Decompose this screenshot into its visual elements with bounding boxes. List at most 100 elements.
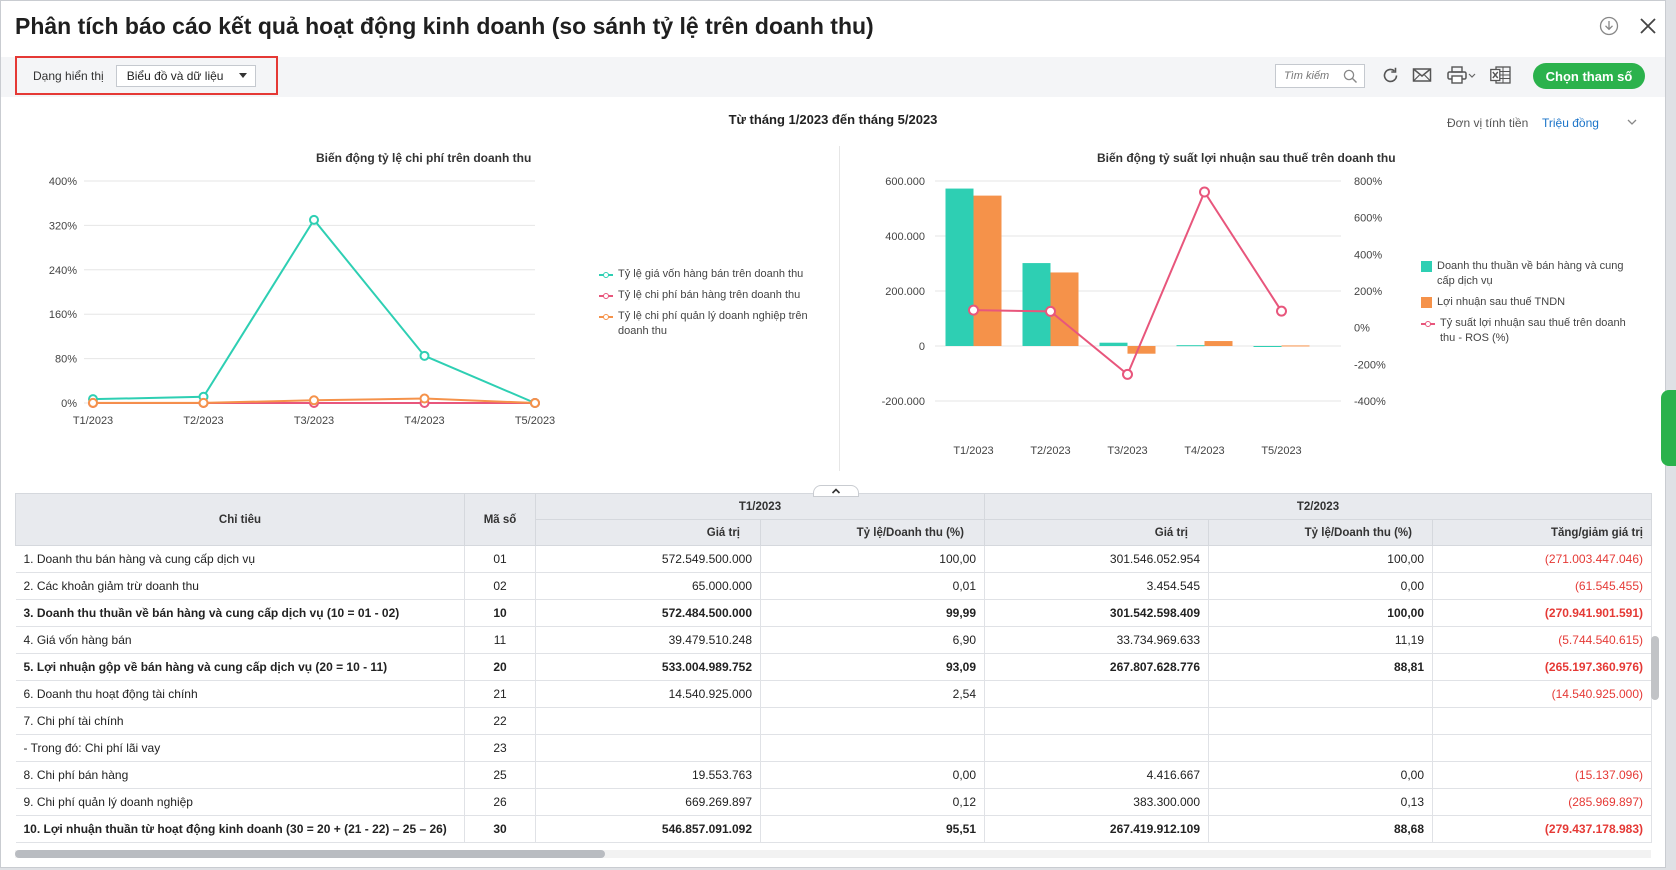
data-point[interactable] (1045, 305, 1056, 317)
chevron-down-icon[interactable] (1626, 118, 1638, 126)
column-header-value[interactable]: Giá trị (535, 519, 761, 546)
table-row[interactable]: 5. Lợi nhuận gộp về bán hàng và cung cấp… (15, 653, 1652, 681)
bar[interactable] (1281, 345, 1310, 347)
table-row[interactable]: 1. Doanh thu bán hàng và cung cấp dịch v… (15, 545, 1652, 573)
value-cell: 39.479.510.248 (535, 626, 761, 654)
legend-item[interactable]: Tỷ lệ giá vốn hàng bán trên doanh thu (599, 267, 815, 282)
x-tick-label: T3/2023 (294, 415, 334, 427)
table-row[interactable]: 10. Lợi nhuận thuần từ hoạt động kinh do… (15, 815, 1652, 843)
ratio-cell: 100,00 (1208, 545, 1433, 573)
collapse-chart-button[interactable] (813, 485, 859, 497)
code-cell: 10 (464, 599, 536, 627)
ratio-cell (760, 707, 985, 735)
legend-marker (1421, 319, 1435, 329)
excel-icon[interactable] (1489, 64, 1511, 86)
value-cell: 572.484.500.000 (535, 599, 761, 627)
table-row[interactable]: 3. Doanh thu thuần về bán hàng và cung c… (15, 599, 1652, 627)
legend-item[interactable]: Tỷ suất lợi nhuận sau thuế trên doanh th… (1421, 316, 1641, 346)
bar[interactable] (945, 188, 974, 346)
change-cell: (279.437.178.983) (1432, 815, 1652, 843)
value-cell: 546.857.091.092 (535, 815, 761, 843)
chevron-down-icon (238, 73, 247, 78)
y-tick-label: 200.000 (885, 286, 925, 298)
column-header-change[interactable]: Tăng/giảm giá trị (1432, 519, 1652, 546)
legend-item[interactable]: Tỷ lệ chi phí quản lý doanh nghiệp trên … (599, 309, 815, 339)
table-row[interactable]: 9. Chi phí quản lý doanh nghiệp 26 669.269… (15, 788, 1652, 816)
refresh-icon[interactable] (1379, 64, 1401, 86)
close-icon[interactable] (1637, 15, 1659, 37)
search-input[interactable]: Tìm kiếm (1275, 64, 1365, 88)
data-point[interactable] (530, 398, 540, 408)
y-tick-label: 600.000 (885, 176, 925, 188)
ratio-cell: 0,00 (760, 761, 985, 789)
ratio-cell (1208, 734, 1433, 762)
value-cell (984, 734, 1209, 762)
bar[interactable] (1204, 341, 1233, 346)
table-row[interactable]: - Trong đó: Chi phí lãi vay 23 (15, 734, 1652, 762)
column-header-value[interactable]: Giá trị (984, 519, 1209, 546)
value-cell: 533.004.989.752 (535, 653, 761, 681)
value-cell: 267.419.912.109 (984, 815, 1209, 843)
table-row[interactable]: 2. Các khoản giảm trừ doanh thu 02 65.000.… (15, 572, 1652, 600)
print-icon[interactable] (1446, 64, 1478, 86)
y2-tick-label: -400% (1354, 396, 1386, 408)
data-point[interactable] (419, 350, 430, 361)
bar[interactable] (1253, 346, 1282, 347)
bar[interactable] (973, 195, 1002, 346)
ratio-cell: 0,00 (1208, 761, 1433, 789)
vertical-scrollbar-thumb[interactable] (1651, 636, 1659, 700)
expense-ratio-chart: 0% 80% 160% 240% 320% 400% T1/2023 T2/2023 T3/20… (49, 176, 555, 427)
legend-item[interactable]: Doanh thu thuần về bán hàng và cung cấp … (1421, 259, 1641, 289)
chart-2-legend: Doanh thu thuần về bán hàng và cung cấp … (1421, 259, 1641, 352)
download-icon[interactable] (1598, 15, 1620, 37)
bar[interactable] (1127, 346, 1156, 354)
data-point[interactable] (419, 393, 430, 404)
column-header-ratio[interactable]: Tỷ lệ/Doanh thu (%) (760, 519, 985, 546)
plot-area (945, 186, 1310, 380)
email-icon[interactable] (1411, 64, 1433, 86)
column-header-code[interactable]: Mã số (464, 493, 536, 546)
code-cell: 26 (464, 788, 536, 816)
period-title: Từ tháng 1/2023 đến tháng 5/2023 (728, 112, 938, 127)
indicator-cell: 9. Chi phí quản lý doanh nghiệp (15, 788, 465, 816)
y-tick-label: -200.000 (882, 396, 925, 408)
data-point[interactable] (1276, 305, 1287, 317)
data-point[interactable] (309, 395, 319, 406)
x-tick-label: T4/2023 (1184, 445, 1224, 457)
change-cell: (285.969.897) (1432, 788, 1652, 816)
column-header-indicator[interactable]: Chỉ tiêu (15, 493, 465, 546)
bar[interactable] (1099, 342, 1128, 346)
currency-unit-select[interactable]: Triệu đồng (1542, 116, 1599, 130)
data-point[interactable] (1199, 186, 1210, 198)
horizontal-scrollbar-thumb[interactable] (15, 850, 605, 858)
view-mode-select[interactable]: Biểu đồ và dữ liệu (115, 64, 256, 87)
code-cell: 23 (464, 734, 536, 762)
legend-item[interactable]: Lợi nhuận sau thuế TNDN (1421, 295, 1641, 310)
code-cell: 02 (464, 572, 536, 600)
data-point[interactable] (88, 397, 98, 408)
ratio-cell (760, 734, 985, 762)
table-row[interactable]: 7. Chi phí tài chính 22 (15, 707, 1652, 735)
table-row[interactable]: 6. Doanh thu hoạt động tài chính 21 14.540… (15, 680, 1652, 708)
indicator-cell: 1. Doanh thu bán hàng và cung cấp dịch v… (15, 545, 465, 573)
data-point[interactable] (968, 304, 979, 316)
y2-tick-label: 600% (1354, 213, 1382, 225)
legend-label: Doanh thu thuần về bán hàng và cung cấp … (1437, 260, 1624, 287)
bar[interactable] (1176, 345, 1205, 347)
data-point[interactable] (1122, 368, 1133, 380)
legend-item[interactable]: Tỷ lệ chi phí bán hàng trên doanh thu (599, 288, 815, 303)
data-point[interactable] (198, 397, 209, 408)
choose-params-button[interactable]: Chọn tham số (1533, 63, 1645, 89)
table-row[interactable]: 8. Chi phí bán hàng 25 19.553.763 0,00 4.416… (15, 761, 1652, 789)
bar[interactable] (1022, 263, 1051, 346)
data-point[interactable] (309, 214, 319, 225)
horizontal-scrollbar-track[interactable] (15, 850, 1651, 858)
ratio-cell: 95,51 (760, 815, 985, 843)
column-header-ratio[interactable]: Tỷ lệ/Doanh thu (%) (1208, 519, 1433, 546)
change-cell (1432, 734, 1652, 762)
table-row[interactable]: 4. Giá vốn hàng bán 11 39.479.510.248 6,90 3… (15, 626, 1652, 654)
search-placeholder: Tìm kiếm (1284, 70, 1330, 82)
value-cell: 14.540.925.000 (535, 680, 761, 708)
code-cell: 21 (464, 680, 536, 708)
side-panel-toggle[interactable] (1661, 390, 1676, 466)
